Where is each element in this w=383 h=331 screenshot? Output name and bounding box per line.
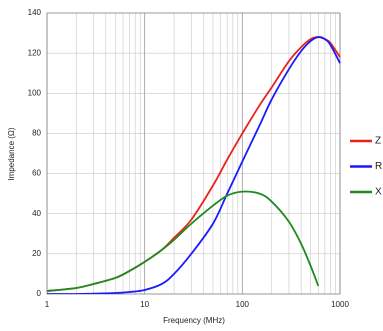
- x-tick-label: 100: [236, 300, 250, 309]
- legend-label: Z: [375, 136, 381, 147]
- x-tick-label: 10: [140, 300, 149, 309]
- y-tick-label: 80: [32, 129, 41, 138]
- x-axis-label: Frequency (MHz): [163, 316, 225, 325]
- y-tick-label: 100: [28, 88, 42, 97]
- series-line: [47, 36, 341, 294]
- series-line: [47, 36, 341, 292]
- x-tick-label: 1000: [331, 300, 349, 309]
- y-tick-label: 60: [32, 169, 41, 178]
- series-line: [47, 190, 320, 292]
- y-axis-label: Impedance (Ω): [7, 127, 16, 180]
- y-tick-label: 140: [28, 8, 42, 17]
- y-tick-label: 20: [32, 249, 41, 258]
- x-tick-label: 1: [45, 300, 50, 309]
- y-tick-label: 40: [32, 209, 41, 218]
- plot-frame: [46, 12, 341, 295]
- legend-label: X: [375, 187, 382, 198]
- y-tick-label: 120: [28, 48, 42, 57]
- legend-label: R: [375, 161, 382, 172]
- y-tick-label: 0: [37, 289, 42, 298]
